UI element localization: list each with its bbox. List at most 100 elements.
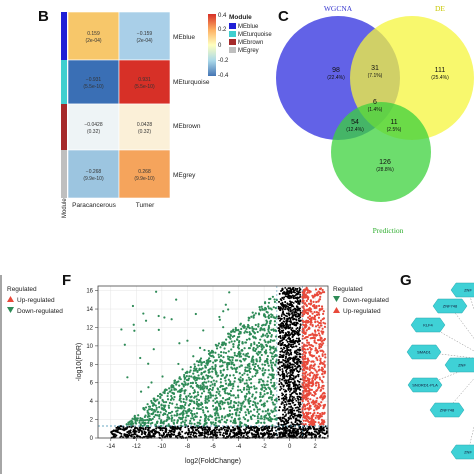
volcano-point-down <box>131 304 135 308</box>
volcano-point-down <box>246 366 249 369</box>
volcano-point-down <box>207 394 210 398</box>
volcano-point-up <box>315 370 318 373</box>
volcano-ytick-label: 0 <box>90 436 94 442</box>
volcano-point-ns <box>215 435 218 438</box>
volcano-point-down <box>168 390 171 393</box>
volcano-point-ns <box>160 434 163 437</box>
volcano-point-down <box>154 413 157 417</box>
volcano-point-ns <box>272 431 275 434</box>
volcano-point-down <box>253 365 257 368</box>
volcano-point-down <box>173 381 176 385</box>
volcano-point-ns <box>299 311 302 314</box>
volcano-point-ns <box>195 432 198 435</box>
volcano-point-ns <box>284 432 287 435</box>
volcano-point-up <box>323 411 326 414</box>
volcano-point-ns <box>253 425 256 428</box>
volcano-point-ns <box>267 432 270 435</box>
volcano-point-down <box>129 422 132 425</box>
network-node <box>450 282 474 298</box>
volcano-point-down <box>227 350 230 353</box>
volcano-point-ns <box>292 308 295 311</box>
volcano-point-ns <box>323 433 326 436</box>
volcano-point-down <box>200 401 203 404</box>
volcano-point-down <box>183 375 186 378</box>
volcano-point-up <box>305 394 309 398</box>
volcano-point-up <box>311 413 315 417</box>
volcano-point-up <box>306 373 309 376</box>
volcano-point-down <box>172 386 175 389</box>
volcano-point-down <box>254 349 257 353</box>
volcano-point-down <box>271 367 274 370</box>
volcano-point-down <box>193 412 196 416</box>
volcano-point-ns <box>133 430 136 433</box>
volcano-point-ns <box>287 383 290 386</box>
volcano-point-down <box>261 328 264 331</box>
volcano-point-ns <box>287 411 290 413</box>
panel-label-g: G <box>400 272 412 289</box>
volcano-point-ns <box>299 316 302 319</box>
volcano-point-down <box>264 334 267 337</box>
volcano-point-down <box>262 383 265 386</box>
volcano-point-ns <box>137 431 140 434</box>
volcano-point-down <box>272 394 275 397</box>
volcano-point-down <box>223 347 226 350</box>
volcano-point-down <box>203 387 206 390</box>
volcano-point-down <box>190 399 193 402</box>
volcano-point-down <box>267 376 270 379</box>
volcano-point-down <box>242 326 246 329</box>
volcano-point-up <box>314 349 317 352</box>
volcano-point-down <box>266 380 269 383</box>
volcano-point-down <box>262 323 265 326</box>
volcano-point-ns <box>161 429 164 432</box>
volcano-point-down <box>168 401 171 405</box>
volcano-point-down <box>274 349 277 352</box>
volcano-point-down <box>272 328 275 331</box>
heatmap-cell-value: −0.268 <box>86 169 102 175</box>
volcano-point-down <box>217 342 221 345</box>
volcano-point-down <box>215 359 218 362</box>
volcano-point-ns <box>299 367 302 370</box>
volcano-point-up <box>301 400 304 403</box>
volcano-point-up <box>308 384 311 387</box>
volcano-point-ns <box>283 426 286 429</box>
volcano-point-up <box>305 339 309 342</box>
volcano-point-down <box>183 423 187 426</box>
volcano-point-down <box>204 397 207 400</box>
volcano-point-down <box>190 409 193 412</box>
volcano-point-down <box>166 413 169 417</box>
volcano-point-down <box>250 342 253 346</box>
volcano-point-up <box>319 336 322 339</box>
volcano-point-down <box>214 417 217 420</box>
volcano-point-down <box>205 422 208 425</box>
volcano-point-down <box>144 406 148 409</box>
volcano-point-down <box>248 367 251 370</box>
volcano-point-ns <box>284 389 287 392</box>
volcano-point-up <box>308 289 311 293</box>
volcano-point-ns <box>284 420 287 422</box>
volcano-point-up <box>318 368 321 371</box>
volcano-point-down <box>173 388 176 391</box>
volcano-point-down <box>267 330 270 333</box>
volcano-point-ns <box>290 412 293 415</box>
volcano-point-ns <box>112 429 115 432</box>
volcano-point-ns <box>244 431 247 434</box>
volcano-point-ns <box>282 335 284 337</box>
heatmap-cell-value: 0.268 <box>138 169 151 175</box>
volcano-point-ns <box>297 317 300 320</box>
volcano-point-up <box>314 416 317 420</box>
volcano-point-down <box>261 308 264 311</box>
volcano-point-down <box>248 405 251 408</box>
volcano-point-ns <box>174 435 177 438</box>
volcano-point-down <box>184 383 187 386</box>
volcano-point-up <box>315 384 318 387</box>
volcano-point-ns <box>134 433 137 436</box>
volcano-point-down <box>244 411 247 414</box>
volcano-point-ns <box>135 430 138 433</box>
venn-count-de-only: 111 <box>435 67 446 74</box>
volcano-point-up <box>306 291 309 294</box>
volcano-point-ns <box>300 433 303 436</box>
volcano-point-ns <box>308 426 311 429</box>
volcano-point-down <box>215 380 218 383</box>
volcano-point-down <box>263 329 266 332</box>
volcano-point-down <box>245 382 248 385</box>
